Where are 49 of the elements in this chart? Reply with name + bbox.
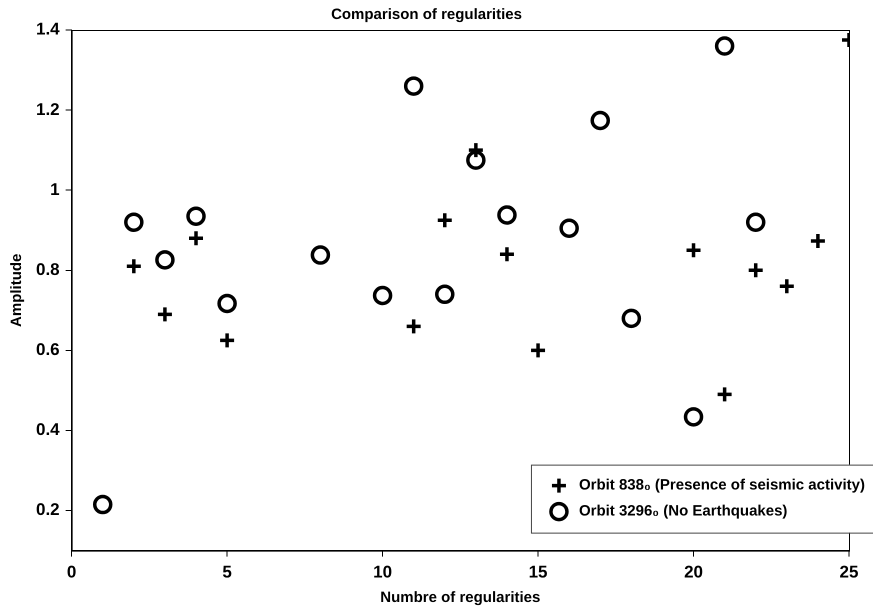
point [497,205,517,225]
point [746,212,766,232]
point [404,318,422,336]
point [714,36,734,56]
point [310,245,330,265]
legend-label: Orbit 3296₀ (No Earthquakes) [578,502,788,520]
point [716,386,734,404]
point [436,211,454,229]
point [809,232,827,250]
point [746,262,764,280]
x-axis-title: Numbre of regularities [380,589,540,606]
x-tick-label: 0 [66,562,76,582]
point [622,308,642,328]
point [435,284,455,304]
y-tick-label: 1 [50,180,60,199]
point [218,332,236,350]
point [186,206,206,226]
x-tick-label: 25 [840,562,858,582]
y-tick-label: 0.8 [36,260,60,279]
point [778,278,796,296]
x-tick-label: 5 [222,562,232,582]
point [529,342,547,360]
x-tick-label: 20 [684,562,703,582]
y-tick-label: 0.6 [36,340,60,360]
point [217,294,237,314]
legend-label: Orbit 838₀ (Presence of seismic activity) [578,476,866,494]
chart-title: Comparison of regularities [331,6,522,24]
point [466,150,486,170]
point [590,110,610,130]
y-tick-label: 0.2 [36,500,60,520]
point [124,212,144,232]
point [125,258,143,276]
y-tick-label: 0.4 [36,420,60,440]
x-tick-label: 15 [528,562,548,582]
y-tick-label: 1.4 [36,20,60,39]
point [684,407,704,427]
y-axis-title: Amplitude [8,254,26,327]
point [372,286,392,306]
point [187,229,205,247]
x-tick-label: 10 [373,562,392,582]
point [559,218,579,238]
point [155,250,175,270]
point [684,242,702,260]
point [404,76,424,96]
point [498,246,516,264]
y-tick-label: 1.2 [36,100,60,119]
point [92,494,112,514]
point [467,141,485,159]
point [156,306,174,324]
